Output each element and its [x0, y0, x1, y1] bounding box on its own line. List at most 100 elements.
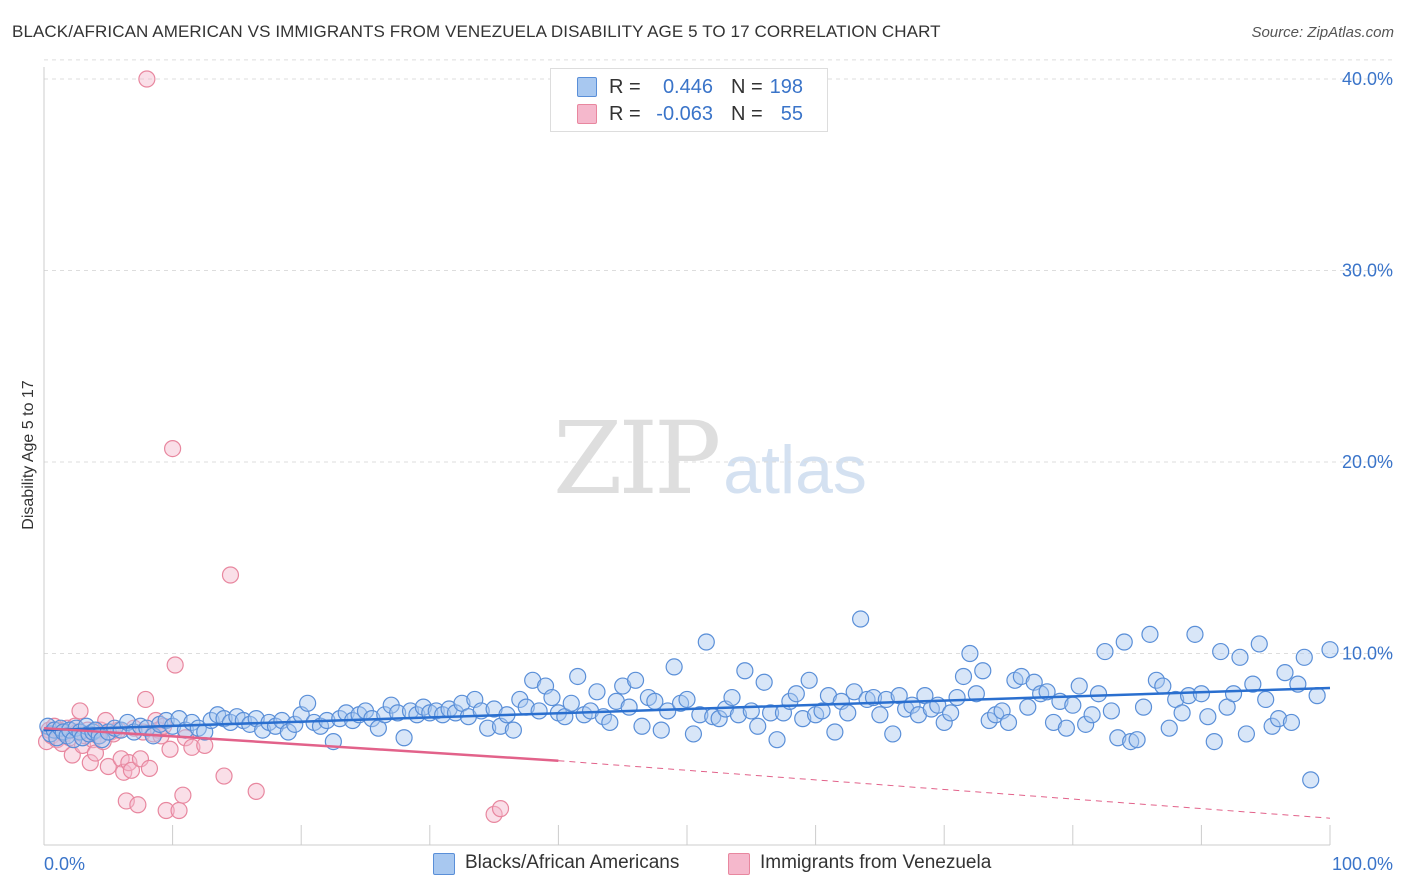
blue-data-point — [1302, 771, 1320, 789]
blue-data-point — [794, 710, 812, 728]
blue-data-point — [884, 725, 902, 743]
blue-data-point — [871, 706, 889, 724]
pink-data-point — [71, 702, 89, 720]
blue-data-point — [684, 725, 703, 743]
blue-data-point — [1205, 732, 1223, 751]
blue-data-point — [1057, 719, 1075, 737]
blue-data-point — [845, 683, 863, 701]
blue-data-point — [1173, 704, 1191, 722]
pink-data-point — [221, 566, 240, 584]
pink-data-point — [170, 801, 188, 820]
blue-data-point — [974, 662, 992, 680]
blue-data-point — [1321, 641, 1339, 659]
n-label: N = — [731, 76, 763, 98]
legend-row-venezuela: R = -0.063 N = 55 — [551, 101, 827, 127]
pink-data-point — [215, 767, 233, 785]
pink-data-point — [161, 740, 179, 758]
blue-data-point — [980, 711, 998, 730]
n-value: 198 — [769, 76, 803, 98]
r-label: R = — [609, 103, 641, 125]
axis-layer — [43, 67, 1331, 846]
blue-data-point — [1128, 731, 1146, 749]
blue-data-point — [665, 658, 683, 676]
blue-data-point — [1122, 732, 1140, 751]
blue-data-point — [1134, 698, 1153, 716]
blue-data-point — [839, 704, 857, 722]
pink-data-point — [112, 750, 130, 768]
pink-data-point — [138, 70, 156, 88]
black-african-american-points — [39, 610, 1339, 789]
pink-data-point — [247, 782, 265, 800]
blue-data-point — [1199, 708, 1217, 726]
blue-data-point — [742, 702, 760, 720]
r-value: -0.063 — [656, 103, 713, 125]
pink-data-point — [157, 801, 175, 820]
blue-data-point — [697, 633, 715, 651]
blue-data-point — [530, 702, 548, 720]
pink-trend-line — [43, 726, 559, 762]
blue-data-point — [948, 688, 966, 707]
blue-data-point — [331, 710, 349, 728]
r-value: 0.446 — [662, 76, 713, 98]
blue-data-point — [755, 673, 773, 691]
blue-data-point — [678, 690, 696, 709]
x-tick-label: 100.0% — [1332, 854, 1393, 874]
blue-data-point — [1212, 642, 1230, 661]
blue-data-point — [787, 685, 805, 703]
pink-data-point — [136, 690, 155, 709]
blue-data-point — [1282, 713, 1301, 732]
blue-data-point — [749, 717, 767, 735]
blue-data-point — [569, 667, 587, 686]
blue-data-point — [1237, 725, 1256, 743]
watermark: ZIPatlas — [553, 400, 867, 517]
blue-data-point — [286, 715, 304, 733]
blue-data-point — [1154, 677, 1172, 695]
pink-data-point — [164, 439, 182, 458]
blue-data-point — [813, 702, 831, 720]
blue-data-point — [652, 721, 670, 739]
blue-data-point — [221, 713, 240, 732]
blue-data-point — [562, 694, 580, 712]
x-tick-label: 0.0% — [44, 854, 85, 874]
blue-data-point — [826, 723, 844, 741]
n-value: 55 — [780, 103, 803, 125]
blue-data-point — [299, 694, 317, 712]
n-label: N = — [731, 103, 763, 125]
y-tick-label: 20.0% — [1342, 452, 1393, 472]
tick-labels: 10.0% 20.0% 30.0% 40.0% 0.0% 100.0% — [44, 69, 1393, 874]
blue-data-point — [1083, 706, 1101, 724]
blue-data-point — [434, 706, 452, 724]
trend-lines — [43, 686, 1331, 819]
blue-data-point — [1186, 625, 1204, 643]
blue-data-point — [954, 667, 973, 686]
blue-data-point — [1141, 625, 1159, 643]
r-label: R = — [609, 76, 641, 98]
blue-data-point — [800, 671, 818, 689]
grid-layer — [44, 59, 1395, 654]
blue-data-point — [1160, 719, 1178, 737]
correlation-legend: R = 0.446 N = 198 R = -0.063 N = 55 — [550, 68, 828, 132]
blue-data-point — [1231, 648, 1249, 666]
pink-data-point — [140, 759, 159, 778]
blue-data-point — [414, 698, 432, 716]
pink-data-point — [81, 754, 99, 772]
legend-label: Immigrants from Venezuela — [760, 852, 992, 873]
pink-swatch-icon — [728, 853, 750, 875]
legend-row-blacks: R = 0.446 N = 198 — [551, 74, 827, 100]
pink-data-point — [485, 805, 503, 823]
source-label: Source: ZipAtlas.com — [1251, 24, 1394, 41]
blue-data-point — [691, 706, 709, 724]
pink-swatch-icon — [577, 104, 597, 124]
blue-data-point — [1192, 685, 1211, 703]
blue-data-point — [736, 662, 754, 680]
pink-data-point — [99, 757, 117, 776]
blue-data-point — [999, 713, 1018, 732]
blue-data-point — [761, 704, 780, 722]
blue-data-point — [1257, 690, 1275, 709]
blue-data-point — [935, 713, 953, 732]
blue-data-point — [601, 713, 619, 732]
blue-data-point — [479, 719, 497, 737]
blue-data-point — [1147, 671, 1165, 689]
watermark-atlas: atlas — [723, 432, 867, 508]
blue-data-point — [1276, 664, 1294, 682]
